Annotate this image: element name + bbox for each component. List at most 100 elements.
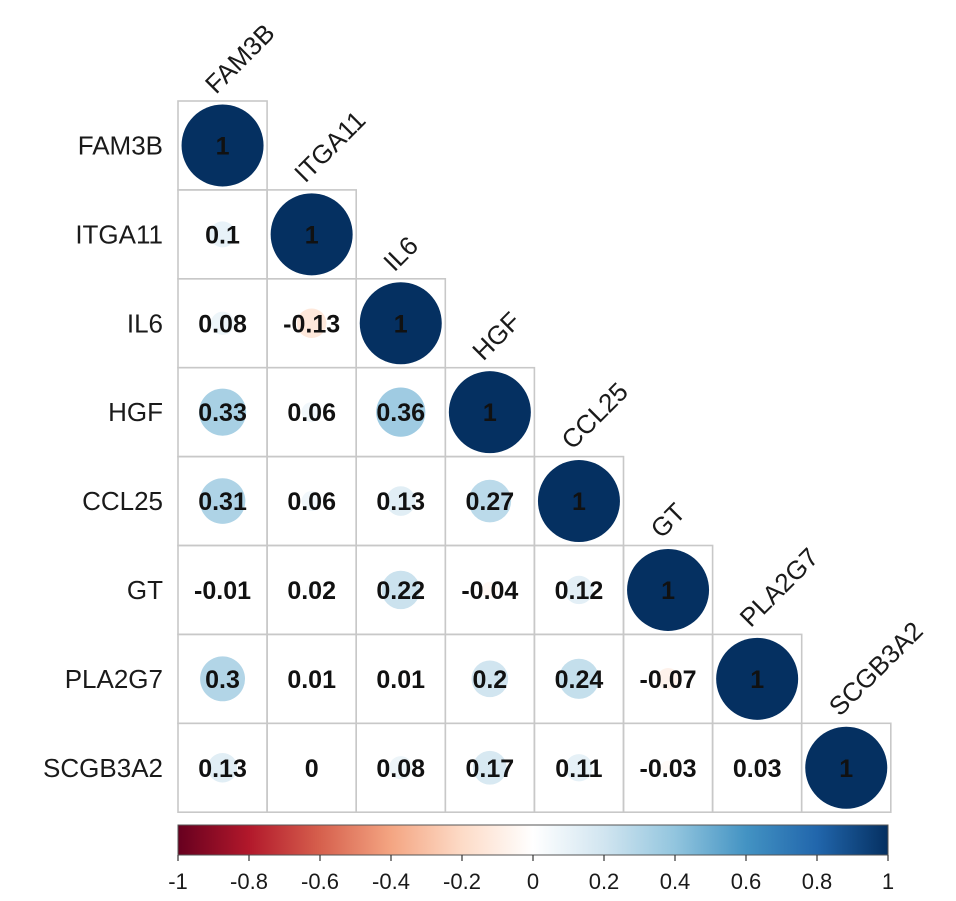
correlation-circle [198, 388, 247, 436]
correlation-circle [537, 460, 620, 543]
colorbar-tick-label: 0.8 [802, 869, 833, 894]
correlation-value: 1 [661, 577, 675, 605]
correlation-value: 0.08 [198, 310, 247, 338]
correlation-value: 0.13 [376, 488, 425, 516]
colorbar-gradient [177, 824, 889, 856]
correlation-value: 1 [839, 755, 853, 783]
correlation-value: 1 [216, 132, 230, 160]
correlation-value: -0.01 [194, 577, 251, 605]
column-label: SCGB3A2 [823, 616, 929, 722]
grid-cells [177, 100, 892, 813]
correlation-circle [296, 308, 327, 339]
correlation-value: 0.36 [376, 399, 425, 427]
row-label: ITGA11 [75, 219, 163, 249]
correlation-value: 0.11 [555, 755, 602, 783]
correlation-circle [218, 585, 227, 595]
correlation-circle [200, 656, 246, 702]
correlation-value: 0.12 [555, 577, 604, 605]
colorbar-tick-label: 0.2 [589, 869, 620, 894]
colorbar-tick-label: 0.4 [660, 869, 691, 894]
colorbar-ticks: -1 -0.8 -0.6 -0.4 -0.2 0 0.2 0.4 0.6 0.8 1 [168, 855, 894, 894]
correlation-circle [209, 221, 236, 248]
correlation-value: 0.13 [198, 755, 247, 783]
correlation-value: 0.31 [198, 488, 247, 516]
correlation-circle [389, 756, 413, 780]
correlation-circle [301, 491, 322, 512]
correlation-circles [181, 104, 888, 809]
row-label: HGF [108, 397, 163, 427]
colorbar-tick-label: -0.8 [230, 869, 268, 894]
colorbar-tick-label: 0.6 [731, 869, 762, 894]
row-label: SCGB3A2 [43, 753, 163, 783]
correlation-circle [472, 750, 507, 785]
colorbar-tick-label: -0.6 [301, 869, 339, 894]
correlation-circle [805, 726, 888, 809]
correlation-value: 0.24 [555, 666, 604, 694]
correlation-circle [468, 479, 512, 523]
correlation-circle [385, 486, 416, 516]
correlation-circle [716, 637, 799, 720]
correlation-value: 0.06 [287, 399, 336, 427]
correlation-value: 1 [750, 666, 764, 694]
correlation-value: 1 [305, 221, 319, 249]
correlation-value: 1 [572, 488, 586, 516]
correlation-circle [481, 581, 499, 599]
correlation-value: -0.13 [283, 310, 340, 338]
correlation-value: -0.03 [640, 755, 697, 783]
correlation-value: 0.02 [287, 577, 336, 605]
column-label: IL6 [377, 230, 424, 277]
colorbar-tick-label: 1 [882, 869, 894, 894]
correlation-value: -0.04 [461, 577, 518, 605]
correlation-circle [301, 402, 322, 423]
correlation-value: 0.22 [376, 577, 425, 605]
correlation-value: 0.06 [287, 488, 336, 516]
correlation-value: 0.17 [466, 755, 515, 783]
correlation-value: 1 [394, 310, 408, 338]
correlation-circle [750, 760, 765, 775]
correlation-circle [558, 658, 600, 699]
correlation-circle [210, 311, 235, 335]
correlation-circle [565, 754, 593, 782]
correlation-circle [448, 371, 531, 454]
correlation-value: -0.07 [640, 666, 697, 694]
column-label: HGF [466, 306, 526, 366]
correlation-value: 0.01 [376, 666, 425, 694]
correlation-values: 10.1 10.08 -0.13 10.33 0.06 0.36 10.31 0.06 0.13… [194, 132, 853, 782]
row-label: IL6 [127, 308, 163, 338]
correlation-value: 0.33 [198, 399, 247, 427]
colorbar-tick-label: -0.4 [372, 869, 410, 894]
correlation-value: 1 [483, 399, 497, 427]
colorbar-tick-label: 0 [527, 869, 539, 894]
correlation-circle [627, 548, 710, 631]
column-label: GT [645, 497, 692, 544]
correlation-value: 0.3 [205, 666, 240, 694]
correlation-value: 0.1 [205, 221, 240, 249]
correlation-circle [307, 674, 316, 683]
row-label: FAM3B [78, 130, 163, 160]
row-labels: FAM3B ITGA11 IL6 HGF CCL25 GT PLA2G7 SCGB3A2 [43, 130, 163, 782]
column-label: ITGA11 [288, 105, 371, 188]
colorbar [177, 824, 889, 856]
colorbar-tick-label: -1 [168, 869, 188, 894]
colorbar-tick-label: -0.2 [443, 869, 481, 894]
correlation-value: 0.03 [733, 755, 782, 783]
column-label: CCL25 [555, 376, 633, 454]
correlation-circle [376, 387, 426, 437]
correlation-value: 0.01 [287, 666, 336, 694]
correlation-value: 0.2 [472, 666, 507, 694]
correlation-circle [396, 674, 405, 683]
row-label: CCL25 [82, 486, 163, 516]
correlation-value: 0.08 [376, 755, 425, 783]
correlation-circle [660, 760, 676, 775]
correlation-circle [359, 282, 442, 365]
correlation-circle [199, 478, 246, 524]
correlation-value: 0.27 [466, 488, 515, 516]
row-label: GT [127, 575, 163, 605]
column-label: FAM3B [199, 18, 280, 99]
correlation-circle [207, 752, 238, 783]
correlation-circle [305, 584, 318, 596]
row-label: PLA2G7 [65, 664, 163, 694]
correlation-circle [657, 668, 679, 690]
